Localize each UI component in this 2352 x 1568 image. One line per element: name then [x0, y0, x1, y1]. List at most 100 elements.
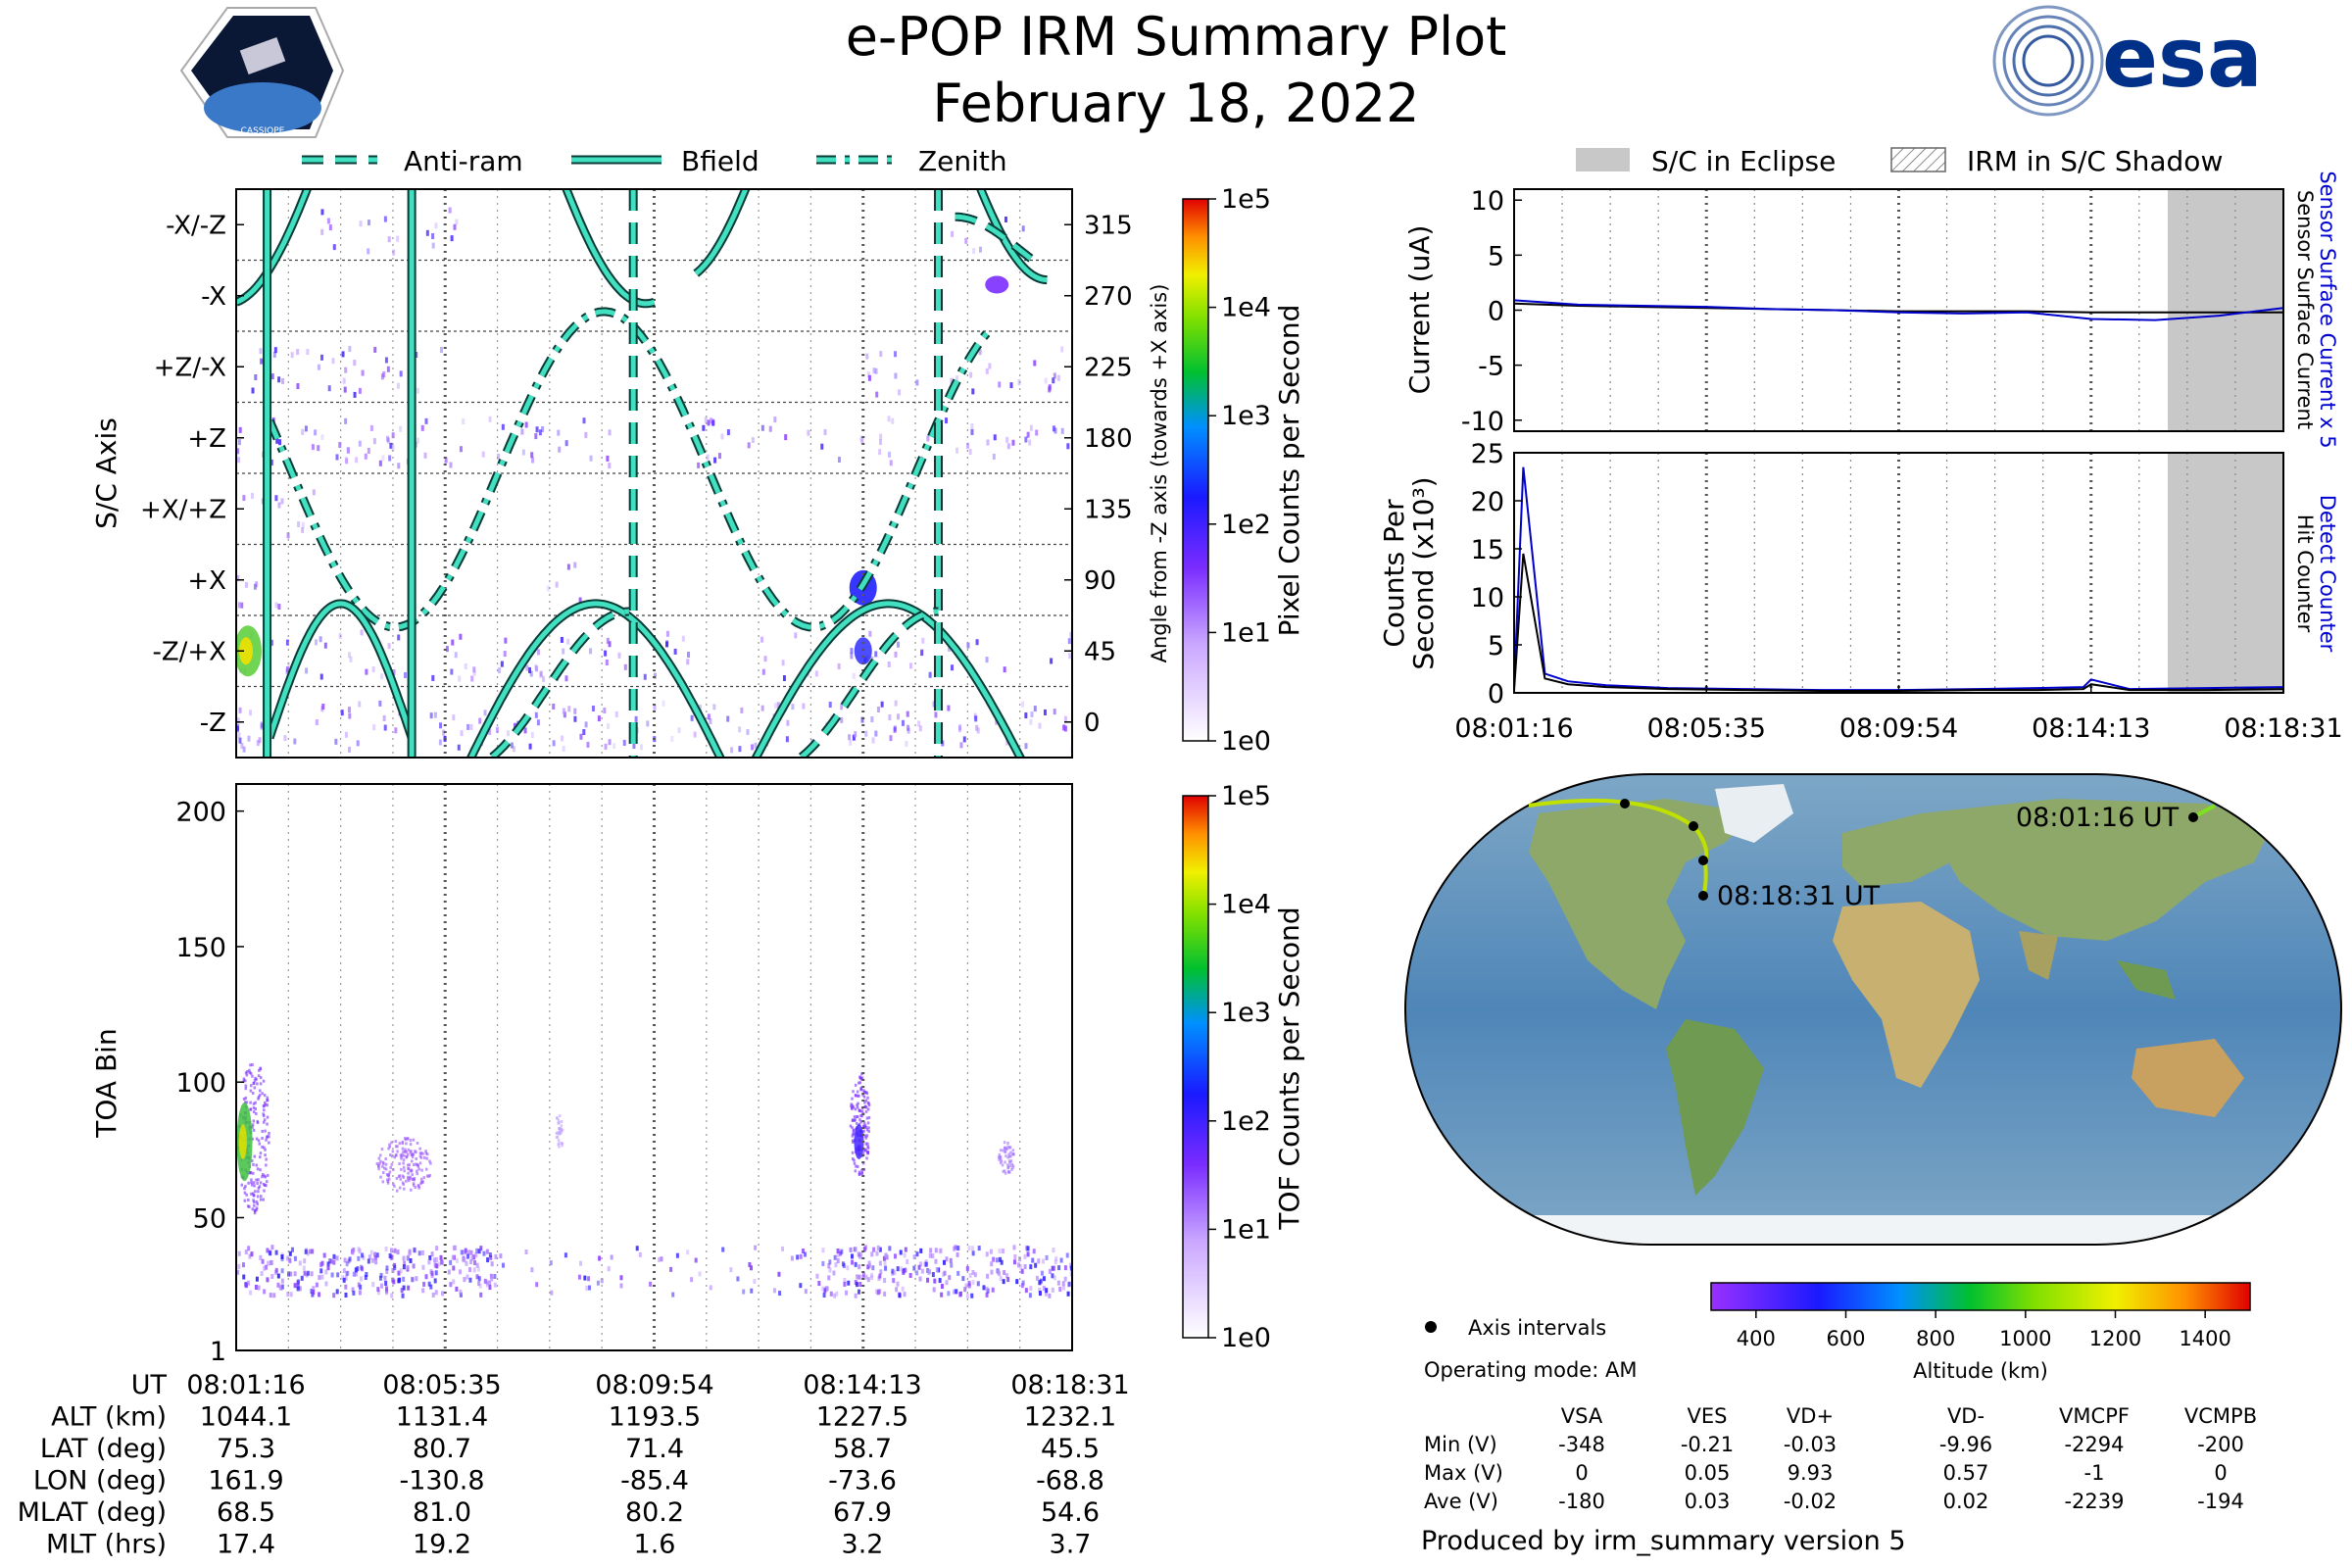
voltage-cell: -0.03 [1784, 1433, 1837, 1456]
pixel-cell [828, 702, 832, 709]
tof-cell [976, 1281, 980, 1287]
pixel-cell [296, 383, 300, 390]
tof-cell [253, 1203, 256, 1207]
pixel-cell [840, 704, 844, 710]
pixel-cell [558, 446, 562, 453]
tof-cell [862, 1247, 866, 1252]
tof-cell [419, 1155, 423, 1159]
tof-cell [561, 1128, 564, 1132]
pixel-cell [523, 727, 527, 734]
pixel-cell [697, 462, 701, 468]
tof-cell [929, 1248, 933, 1253]
tof-cell [464, 1248, 467, 1253]
tof-cell [403, 1260, 407, 1266]
tof-cell [402, 1161, 405, 1165]
tof-cell [558, 1114, 562, 1118]
tof-cell [790, 1255, 794, 1261]
tof-cell [419, 1152, 423, 1155]
tof-cell [264, 1102, 268, 1106]
current-ylabel: Current (uA) [1403, 225, 1436, 395]
tof-cell [477, 1276, 481, 1282]
tof-cell [1004, 1154, 1007, 1158]
tof-cell [1011, 1164, 1015, 1168]
pixel-ytick-label: +Z [187, 424, 226, 454]
pixel-cell [530, 732, 534, 739]
tof-cell [610, 1254, 613, 1260]
pixel-cell [433, 711, 437, 718]
pixel-cell [453, 223, 457, 230]
tof-cell [557, 1118, 561, 1122]
tof-cell [385, 1269, 389, 1275]
pixel-cell [926, 435, 930, 442]
tof-cell [247, 1181, 250, 1185]
tof-cell [1044, 1291, 1048, 1297]
pixel-cell [893, 725, 897, 732]
tof-cell [894, 1253, 898, 1259]
pixel-cell [275, 437, 279, 444]
pixel-cell [921, 637, 925, 644]
tof-cell [251, 1123, 255, 1127]
pixel-cell [444, 457, 448, 464]
tof-cell [919, 1248, 923, 1253]
tof-cell [276, 1273, 280, 1279]
ephemeris-cell: 54.6 [1041, 1497, 1100, 1528]
pixel-cell [331, 358, 335, 365]
pixel-right-tick-label: 90 [1084, 566, 1116, 596]
pixel-cell [381, 455, 385, 462]
pixel-cell [720, 433, 724, 440]
tof-cell [821, 1260, 825, 1266]
voltage-cell: -1 [2084, 1461, 2105, 1485]
tof-cell [293, 1283, 297, 1289]
pixel-cell [290, 352, 294, 359]
pixel-cell [520, 428, 524, 435]
pixel-cell [975, 639, 979, 646]
tof-cell [852, 1090, 855, 1094]
tof-cell [249, 1101, 252, 1104]
tof-cell [243, 1191, 247, 1195]
tof-cell [390, 1162, 394, 1166]
tof-cell [274, 1250, 278, 1255]
tof-cell [864, 1136, 868, 1140]
pixel-cell [573, 562, 577, 568]
pixel-cell [399, 370, 403, 377]
pixel-cell [524, 421, 528, 428]
tof-cell [833, 1293, 837, 1298]
pixel-cell [608, 463, 612, 469]
tof-cell [1009, 1151, 1012, 1154]
tof-cell [579, 1260, 583, 1266]
tof-cell [896, 1281, 900, 1287]
tof-cell [750, 1288, 754, 1294]
tof-cell [1006, 1277, 1010, 1283]
pixel-cell [403, 671, 407, 678]
tof-cell [398, 1162, 401, 1166]
tof-cell [1009, 1159, 1013, 1163]
tof-cell [302, 1265, 306, 1271]
pixel-cell [342, 377, 346, 384]
tof-cell [251, 1125, 254, 1129]
tof-cell [853, 1118, 857, 1122]
pixel-cell [988, 363, 992, 369]
pixel-cell [970, 422, 974, 429]
bfield-curve [753, 601, 1023, 758]
pixel-cell [488, 728, 492, 735]
tof-cell [267, 1260, 270, 1266]
tof-cell [549, 1260, 553, 1266]
colorbar-tick-label: 1e1 [1221, 1214, 1271, 1245]
tof-cell [864, 1274, 868, 1280]
tof-cell [866, 1264, 870, 1270]
pixel-cell [236, 448, 240, 455]
pixel-cell [399, 425, 403, 432]
tof-cell [934, 1258, 938, 1264]
pixel-cell [665, 641, 669, 648]
tof-cell [858, 1108, 860, 1112]
tof-cell [863, 1090, 866, 1094]
tof-cell [750, 1265, 754, 1271]
pixel-cell [373, 346, 377, 353]
pixel-cell [293, 738, 297, 745]
pixel-cell [604, 650, 608, 657]
tof-cell [249, 1071, 253, 1075]
tof-cell [660, 1256, 663, 1262]
tof-cell [1010, 1162, 1014, 1166]
tof-cell [403, 1169, 406, 1173]
